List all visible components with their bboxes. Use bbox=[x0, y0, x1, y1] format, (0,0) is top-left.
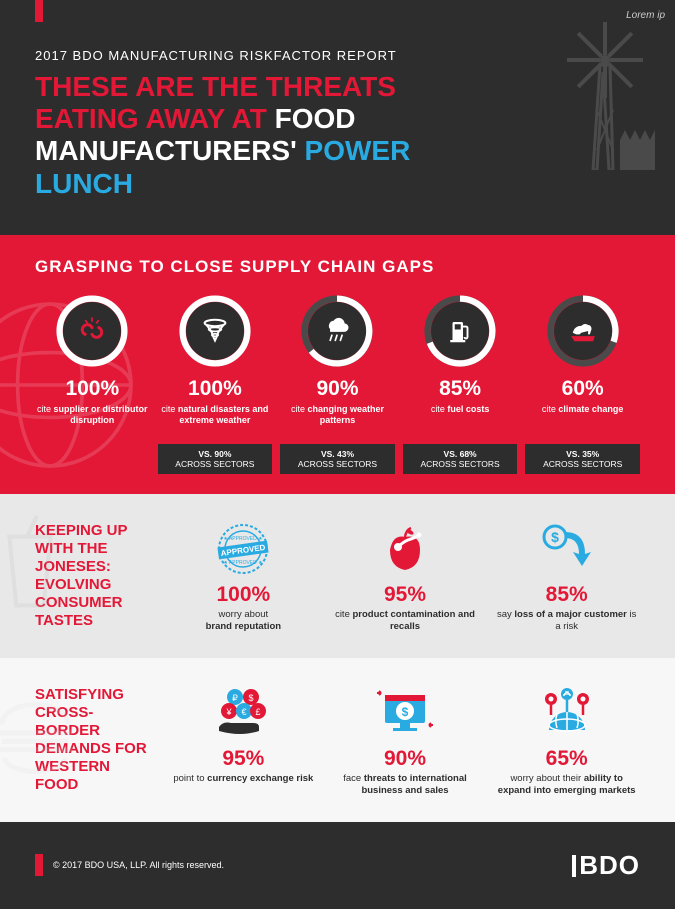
polar-bear-icon bbox=[566, 314, 600, 348]
pct: 95% bbox=[332, 583, 479, 607]
pct: 100% bbox=[158, 377, 273, 401]
infographic: Lorem ip 2017 BDO MANUFACTURING RISKFACT… bbox=[0, 0, 675, 909]
cite: cite changing weather patterns bbox=[280, 404, 395, 438]
globe-pins-icon bbox=[537, 685, 597, 740]
pct: 95% bbox=[170, 747, 317, 771]
currency-hand-icon: ₽ $ ¥ € £ bbox=[211, 685, 276, 740]
pct: 90% bbox=[332, 747, 479, 771]
vs-box: VS. 43%ACROSS SECTORS bbox=[280, 444, 395, 474]
burger-bg-icon bbox=[0, 683, 85, 783]
money-monitor-icon: $ bbox=[375, 685, 435, 740]
svg-text:₽: ₽ bbox=[232, 693, 238, 703]
txt: point to currency exchange risk bbox=[170, 773, 317, 785]
accent-bar bbox=[35, 0, 43, 22]
red-section-title: GRASPING TO CLOSE SUPPLY CHAIN GAPS bbox=[35, 257, 640, 277]
vs-box: VS. 35%ACROSS SECTORS bbox=[525, 444, 640, 474]
cite: cite fuel costs bbox=[403, 404, 518, 438]
svg-text:$: $ bbox=[402, 705, 409, 719]
footer: © 2017 BDO USA, LLP. All rights reserved… bbox=[0, 822, 675, 909]
fuel-pump-icon bbox=[445, 316, 475, 346]
supply-chain-section: GRASPING TO CLOSE SUPPLY CHAIN GAPS 100%… bbox=[0, 235, 675, 494]
dollar-down-icon: $ bbox=[537, 522, 597, 577]
bdo-logo: BDO bbox=[572, 850, 640, 881]
stat-fuel: 85% cite fuel costs VS. 68%ACROSS SECTOR… bbox=[403, 295, 518, 474]
cross-border-section: SATISFYING CROSS-BORDER DEMANDS FOR WEST… bbox=[0, 658, 675, 822]
soda-cup-bg-icon bbox=[0, 509, 75, 619]
accent-bar bbox=[35, 854, 43, 876]
tornado-icon bbox=[199, 315, 231, 347]
copyright: © 2017 BDO USA, LLP. All rights reserved… bbox=[53, 860, 224, 870]
header: Lorem ip 2017 BDO MANUFACTURING RISKFACT… bbox=[0, 0, 675, 235]
stat-emerging: 65% worry about their ability to expand … bbox=[493, 683, 640, 797]
vs-box: VS. 68%ACROSS SECTORS bbox=[403, 444, 518, 474]
consumer-tastes-section: KEEPING UP WITH THE JONESES: EVOLVING CO… bbox=[0, 494, 675, 658]
txt: face threats to international business a… bbox=[332, 773, 479, 797]
pct: 100% bbox=[170, 583, 317, 607]
approved-stamp-icon: ★ APPROVED ★APPROVED★ APPROVED ★ bbox=[208, 522, 278, 577]
stat-climate: 60% cite climate change VS. 35%ACROSS SE… bbox=[525, 295, 640, 474]
txt: worry about their ability to expand into… bbox=[493, 773, 640, 797]
stat-customer-loss: $ 85% say loss of a major customer is a … bbox=[493, 519, 640, 633]
txt: cite product contamination and recalls bbox=[332, 609, 479, 633]
stat-currency: ₽ $ ¥ € £ 95% point to currency exchange ris… bbox=[170, 683, 317, 797]
cite: cite natural disasters and extreme weath… bbox=[158, 404, 273, 438]
report-title: THESE ARE THE THREATS EATING AWAY AT FOO… bbox=[35, 71, 475, 200]
chain-break-icon bbox=[75, 314, 109, 348]
txt: say loss of a major customer is a risk bbox=[493, 609, 640, 633]
svg-text:★ APPROVED ★: ★ APPROVED ★ bbox=[224, 560, 264, 566]
cite: cite climate change bbox=[525, 404, 640, 438]
stat-international: $ 90% face threats to international busi… bbox=[332, 683, 479, 797]
stat-disasters: 100% cite natural disasters and extreme … bbox=[158, 295, 273, 474]
stat-contamination: 95% cite product contamination and recal… bbox=[332, 519, 479, 633]
pct: 65% bbox=[493, 747, 640, 771]
svg-text:★ APPROVED ★: ★ APPROVED ★ bbox=[224, 536, 264, 542]
pct: 60% bbox=[525, 377, 640, 401]
apple-worm-icon bbox=[378, 522, 433, 577]
pct: 85% bbox=[403, 377, 518, 401]
svg-text:€: € bbox=[241, 707, 246, 717]
pct: 90% bbox=[280, 377, 395, 401]
svg-text:¥: ¥ bbox=[225, 707, 232, 717]
rain-cloud-icon bbox=[320, 314, 354, 348]
vs-box: VS. 90%ACROSS SECTORS bbox=[158, 444, 273, 474]
pct: 85% bbox=[493, 583, 640, 607]
stat-weather: 90% cite changing weather patterns VS. 4… bbox=[280, 295, 395, 474]
txt: worry about brand reputation bbox=[170, 609, 317, 633]
svg-text:$: $ bbox=[248, 693, 253, 703]
svg-text:£: £ bbox=[255, 707, 260, 717]
stat-brand: ★ APPROVED ★APPROVED★ APPROVED ★ 100% wo… bbox=[170, 519, 317, 633]
windmill-icon bbox=[535, 20, 655, 170]
svg-text:$: $ bbox=[551, 529, 559, 545]
